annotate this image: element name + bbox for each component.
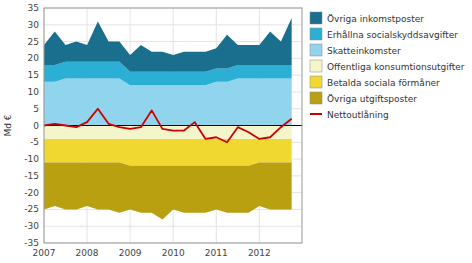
legend-label: Nettoutlåning — [327, 110, 389, 120]
x-tick-label: 2009 — [119, 248, 142, 258]
x-tick-label: 2011 — [205, 248, 228, 258]
y-tick-label: 15 — [28, 70, 39, 80]
legend-swatch — [310, 60, 322, 72]
plot-frame — [44, 8, 302, 243]
legend-label: Övriga inkomstposter — [327, 14, 424, 24]
legend-swatch — [310, 12, 322, 24]
y-tick-label: -25 — [24, 204, 39, 214]
y-tick-label: 5 — [33, 104, 39, 114]
y-tick-label: -35 — [24, 238, 39, 248]
y-tick-label: -15 — [24, 171, 39, 181]
y-tick-label: -10 — [24, 154, 39, 164]
area — [44, 18, 292, 72]
y-axis-label: Md € — [3, 114, 13, 136]
x-tick-label: 2008 — [76, 248, 99, 258]
legend-label: Övriga utgiftsposter — [327, 94, 417, 104]
legend: Övriga inkomstposter Erhållna socialskydd… — [310, 12, 465, 120]
x-tick-label: 2012 — [248, 248, 271, 258]
legend-label: Erhållna socialskyddsavgifter — [327, 30, 458, 40]
data-layer — [44, 18, 302, 219]
y-tick-label: -30 — [24, 221, 39, 231]
area — [44, 139, 292, 166]
y-tick-label: 20 — [28, 53, 40, 63]
legend-swatch — [310, 92, 322, 104]
x-tick-label: 2007 — [33, 248, 56, 258]
legend-swatch — [310, 28, 322, 40]
y-tick-label: -20 — [24, 188, 39, 198]
legend-label: Offentliga konsumtionsutgifter — [327, 62, 465, 72]
legend-label: Betalda sociala förmåner — [327, 78, 440, 88]
y-tick-label: 30 — [28, 20, 40, 30]
y-tick-label: 0 — [33, 121, 39, 131]
plot-area — [44, 8, 302, 243]
area — [44, 79, 292, 126]
legend-swatch — [310, 44, 322, 56]
grid — [44, 8, 302, 243]
area — [44, 162, 292, 219]
y-tick-label: -5 — [30, 137, 39, 147]
chart: -35 -30 -25 -20 -15 -10 -5 0 5 10 15 20 25 30 35 2007 20… — [0, 0, 472, 263]
legend-swatch — [310, 113, 322, 115]
legend-label: Skatteinkomster — [327, 46, 401, 56]
x-tick-label: 2010 — [162, 248, 185, 258]
y-tick-label: 25 — [28, 37, 39, 47]
y-tick-label: 35 — [28, 3, 39, 13]
legend-swatch — [310, 76, 322, 88]
line — [44, 109, 292, 143]
y-tick-label: 10 — [28, 87, 40, 97]
